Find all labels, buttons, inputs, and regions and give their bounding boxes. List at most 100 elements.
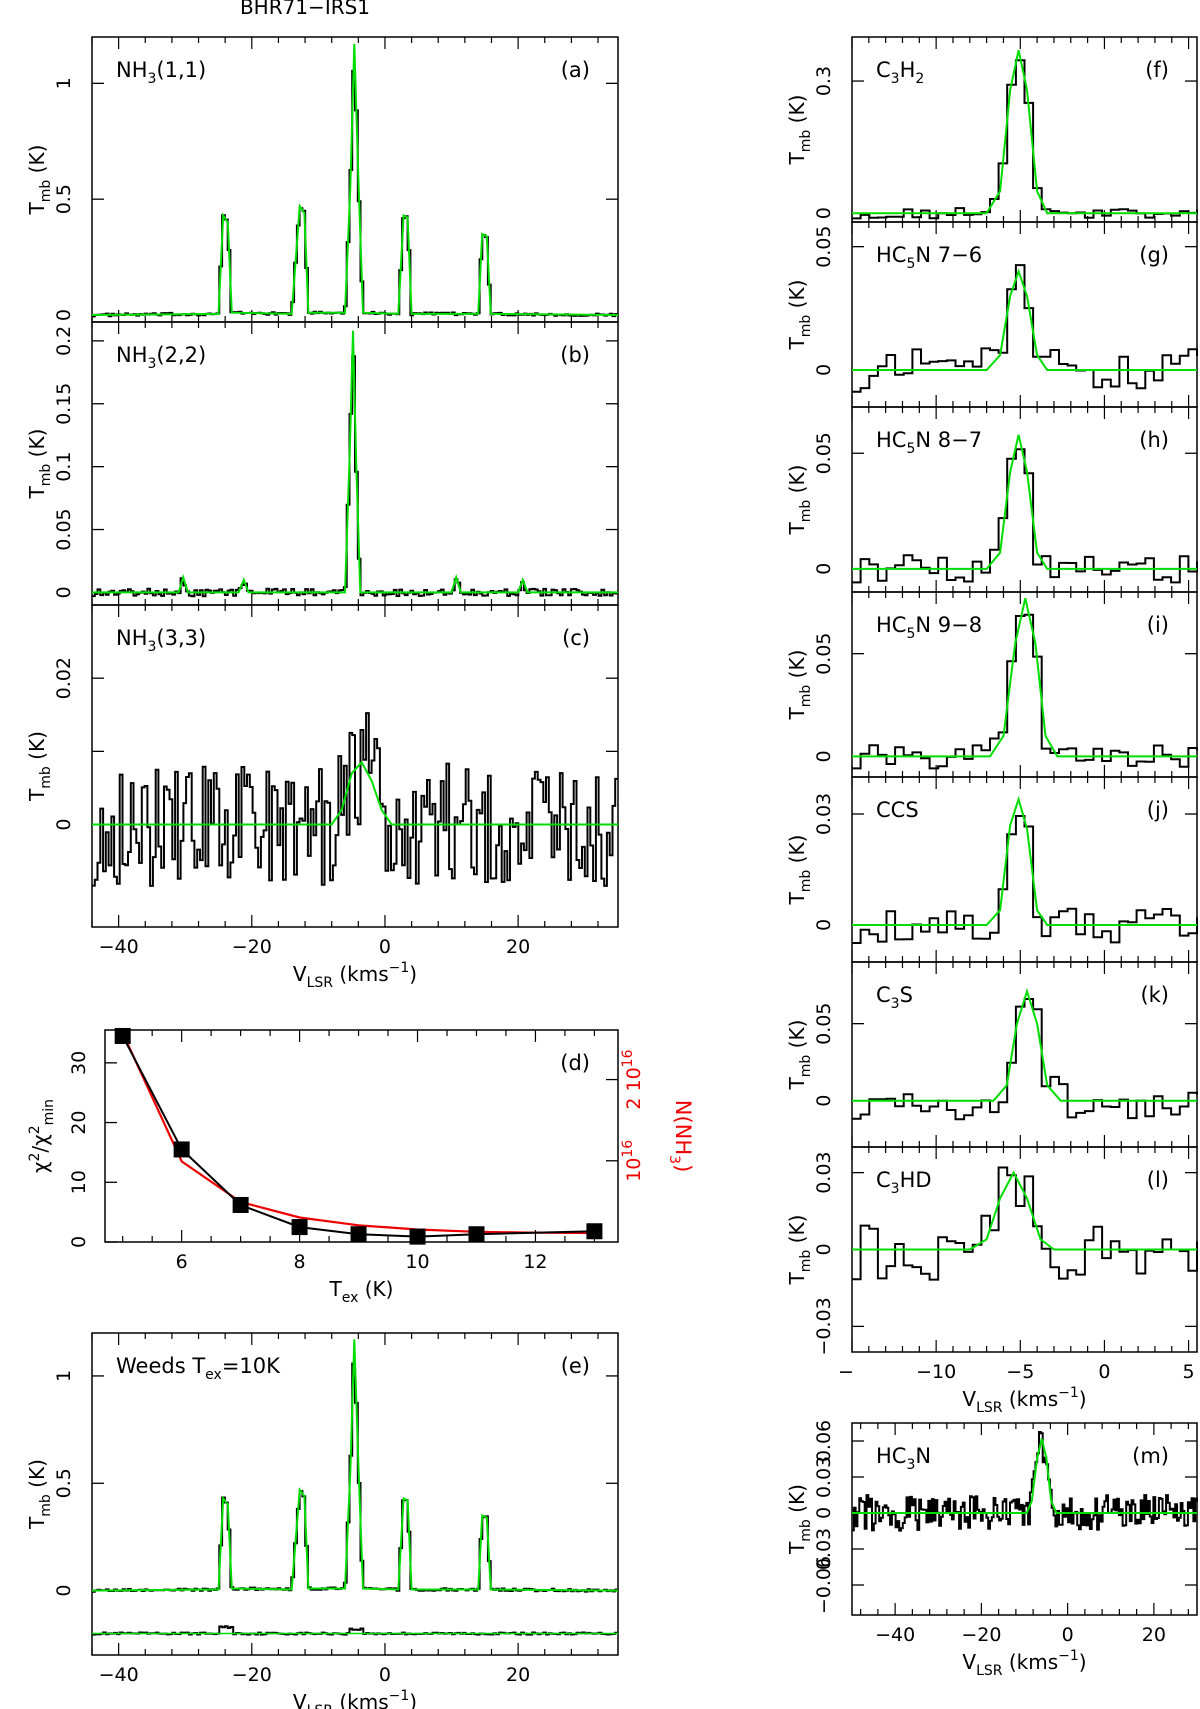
panel-f: 0 0.3 C3H2 (f) Tmb (K): [785, 36, 1198, 223]
x-tick-label: −20: [232, 1664, 272, 1686]
species-label: HC5N 7−6: [876, 243, 982, 272]
x-tick-label: 6: [176, 1251, 188, 1273]
panel-i: 0 0.05 HC5N 9−8 (i) Tmb (K): [785, 591, 1198, 778]
panel-label: (b): [560, 343, 590, 367]
right-tick-label: 2 1016: [620, 1049, 645, 1109]
y-tick-label: 10: [68, 1170, 90, 1194]
panel-c: 0 0.02 −40 −20 0 20 NH3(3,3) (c) Tmb (K) VLSR (km…: [25, 604, 619, 991]
model-spectrum: [852, 1438, 1197, 1514]
y-tick-label: 0.02: [53, 657, 75, 699]
x-tick-label: 10: [405, 1251, 429, 1273]
x-tick-label: 0: [1098, 1361, 1110, 1383]
panel-k: 0 0.05 C3S (k) Tmb (K): [785, 961, 1198, 1148]
y-tick-label: 0.05: [813, 1003, 835, 1045]
observed-spectrum: [92, 69, 618, 318]
y-axis-label: χ2/χ2min: [27, 1099, 57, 1173]
y-tick-label: 0: [53, 586, 75, 598]
panel-e: 0 0.5 1 −40 −20 0 20 Weeds Tex=10K (e) Tmb (K) VLS…: [25, 1332, 619, 1709]
x-tick-label: −20: [961, 1624, 1001, 1646]
y-axis-label: Tmb (K): [785, 650, 814, 721]
x-tick-label: 0: [379, 936, 391, 958]
panel-label: (g): [1139, 243, 1169, 267]
chi2-point: [114, 1027, 131, 1044]
panel-d: 0 10 20 30 6 8 10 12 1016 2 1016 (d) χ2/χ2min N(NH3)…: [27, 1027, 695, 1306]
observed-spectrum: [852, 264, 1198, 393]
y-tick-label: 0.2: [53, 326, 75, 356]
y-tick-label: 0.05: [813, 226, 835, 268]
model-spectrum: [92, 330, 618, 594]
observed-spectrum: [852, 59, 1198, 220]
y-axis-label: Tmb (K): [785, 1484, 814, 1555]
species-label: NH3(3,3): [116, 626, 206, 655]
column-density-curve: [121, 1032, 595, 1235]
plot-frame: [851, 1422, 1198, 1616]
y-axis-label: Tmb (K): [25, 145, 54, 216]
y-tick-label: 0: [813, 207, 835, 219]
species-label: C3HD: [876, 1168, 932, 1197]
observed-spectrum: [852, 815, 1198, 944]
y-tick-label: 0.06: [813, 1420, 835, 1462]
species-label: HC5N 8−7: [876, 428, 982, 457]
chi2-point: [291, 1219, 308, 1236]
chi2-line: [121, 1035, 595, 1238]
panel-label: (d): [560, 1051, 590, 1075]
y-tick-label: 0.3: [813, 66, 835, 96]
y-axis-label: Tmb (K): [25, 731, 54, 802]
y-tick-label: 1: [53, 77, 75, 89]
x-tick-label: −5: [1006, 1361, 1034, 1383]
chi2-point: [586, 1223, 603, 1240]
x-tick-label: 20: [506, 1664, 530, 1686]
x-tick-label: 0: [379, 1664, 391, 1686]
y-tick-label: 0.03: [813, 1151, 835, 1193]
x-tick-label: 5: [1183, 1361, 1195, 1383]
y-tick-label: 0.5: [53, 184, 75, 214]
y-tick-label: 0.03: [813, 1528, 835, 1570]
y-tick-label: 0: [813, 1243, 835, 1255]
panel-a: 0 0.5 1 NH3(1,1) (a) Tmb (K): [25, 36, 619, 323]
y-axis-label: Tmb (K): [25, 1459, 54, 1530]
plot-frame: [104, 1029, 619, 1243]
panel-label: (h): [1139, 428, 1169, 452]
panel-label: (i): [1147, 613, 1169, 637]
panel-label: (f): [1145, 58, 1169, 82]
observed-spectrum: [852, 1166, 1198, 1281]
y-tick-label: 0: [53, 818, 75, 830]
model-spectrum: [852, 49, 1197, 215]
panel-g: 0 0.05 HC5N 7−6 (g) Tmb (K): [785, 221, 1198, 408]
model-spectrum: [91, 1339, 619, 1592]
species-label: C3S: [876, 983, 913, 1012]
y-tick-label: 0.5: [53, 1468, 75, 1498]
x-tick-label: −40: [875, 1624, 915, 1646]
y-tick-label: 0: [813, 1507, 835, 1519]
figure-title: BHR71−IRS1: [240, 0, 370, 19]
observed-spectrum: [852, 448, 1198, 584]
observed-spectrum: [92, 712, 618, 887]
y-tick-label: 0: [813, 919, 835, 931]
y-tick-label: 0: [813, 563, 835, 575]
panel-label: (k): [1140, 983, 1169, 1007]
x-tick-label: 20: [1142, 1624, 1166, 1646]
y-tick-label: −0.03: [813, 1297, 835, 1355]
y-tick-label: 0.05: [813, 633, 835, 675]
y-axis-label: Tmb (K): [785, 280, 814, 351]
x-tick-label: −40: [99, 936, 139, 958]
species-label: Weeds Tex=10K: [116, 1354, 281, 1383]
x-tick-label: −20: [232, 936, 272, 958]
y-axis-label: Tmb (K): [785, 1215, 814, 1286]
model-spectrum: [852, 987, 1197, 1102]
x-tick-label: 12: [523, 1251, 547, 1273]
panel-label: (e): [561, 1354, 590, 1378]
x-tick-label: 8: [294, 1251, 306, 1273]
panel-label: (j): [1147, 798, 1169, 822]
y-tick-label: 1: [53, 1370, 75, 1382]
panel-j: 0 0.03 CCS (j) Tmb (K): [785, 776, 1198, 963]
panel-h: 0 0.05 HC5N 8−7 (h) Tmb (K): [785, 406, 1198, 593]
panel-label: (l): [1147, 1168, 1169, 1192]
y-tick-label: 0: [53, 309, 75, 321]
x-tick-label: −: [838, 1361, 854, 1383]
y-tick-label: 0.05: [53, 508, 75, 550]
x-axis-label: VLSR (kms−1): [293, 1688, 417, 1709]
y-tick-label: 0: [813, 1095, 835, 1107]
chi2-point: [409, 1228, 426, 1245]
